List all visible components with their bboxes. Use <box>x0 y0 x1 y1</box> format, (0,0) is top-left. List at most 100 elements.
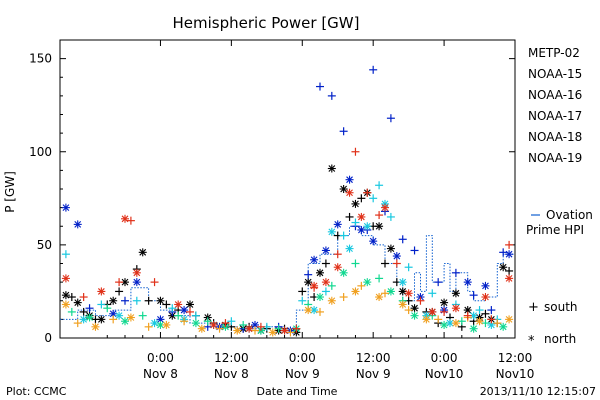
south-point <box>434 315 443 324</box>
south-point <box>103 304 112 313</box>
south-point <box>375 181 384 190</box>
north-point <box>451 289 460 298</box>
south-point <box>121 296 129 305</box>
star-stroke-d2 <box>186 301 194 308</box>
south-point <box>428 289 437 298</box>
x-axis: 0:00 Nov 8 12:00 Nov 8 0:00 Nov 9 12:00 Nov 9 0:… <box>106 40 534 381</box>
north-point <box>156 296 165 305</box>
south-point <box>132 296 141 305</box>
x-tick-time-label: 0:00 <box>289 351 316 365</box>
star-stroke-d2 <box>121 215 129 223</box>
south-point <box>357 281 366 290</box>
north-point <box>333 263 342 272</box>
south-point <box>469 291 478 300</box>
south-point <box>191 311 200 320</box>
star-stroke-d2 <box>399 301 407 308</box>
south-point <box>499 248 508 257</box>
star-stroke-d2 <box>375 293 383 301</box>
star-stroke-d2 <box>428 308 436 316</box>
star-stroke-d2 <box>115 312 123 320</box>
y-axis-label: P [GW] <box>3 171 17 213</box>
star-stroke-d2 <box>328 228 336 236</box>
south-point <box>174 311 183 320</box>
south-point <box>339 231 348 240</box>
north-point <box>327 164 336 173</box>
star-stroke-d2 <box>251 321 259 329</box>
star-stroke-d2 <box>340 269 348 277</box>
north-point <box>398 278 407 287</box>
north-point <box>115 311 124 320</box>
x-tick-date-label: Nov 9 <box>356 367 391 381</box>
south-point <box>440 307 449 316</box>
north-point <box>121 214 129 223</box>
north-point <box>339 185 348 193</box>
star-stroke-d2 <box>440 321 448 329</box>
star-stroke-d2 <box>210 321 218 329</box>
south-point <box>369 194 378 203</box>
star-stroke-d2 <box>470 325 478 333</box>
south-point <box>316 307 324 316</box>
ovation-series <box>60 225 515 330</box>
star-stroke-d2 <box>328 165 336 172</box>
x-tick-time-label: 0:00 <box>147 351 174 365</box>
star-stroke-d2 <box>151 319 158 327</box>
north-point <box>428 307 437 316</box>
star-stroke-d2 <box>464 306 472 314</box>
star-stroke-d2 <box>133 278 141 286</box>
x-tick-date-label: Nov 8 <box>143 367 178 381</box>
star-stroke-d2 <box>62 291 70 299</box>
north-point <box>392 252 401 261</box>
star-stroke-d2 <box>328 297 336 305</box>
south-point <box>386 212 395 221</box>
south-point <box>292 324 301 333</box>
north-point <box>327 296 336 305</box>
star-stroke-d2 <box>452 319 460 327</box>
south-point <box>363 188 372 197</box>
north-point <box>339 268 348 277</box>
south-point <box>457 317 466 326</box>
y-tick-label: 0 <box>44 331 52 345</box>
south-point <box>286 328 295 337</box>
north-point <box>440 298 449 307</box>
south-point <box>79 293 88 302</box>
north-point <box>351 199 360 208</box>
north-point <box>121 317 129 326</box>
legend-entry: NOAA-18 <box>528 130 582 144</box>
star-stroke-d2 <box>62 204 70 212</box>
north-point <box>357 212 366 221</box>
star-stroke-d2 <box>157 297 164 305</box>
star-stroke-d2 <box>464 278 472 286</box>
south-symbol-glyph: + <box>528 300 539 315</box>
star-stroke-d2 <box>346 176 353 184</box>
star-stroke-d2 <box>505 275 513 282</box>
north-point <box>73 298 82 307</box>
star-stroke-d2 <box>304 278 312 286</box>
north-point <box>61 300 70 309</box>
north-point <box>463 278 472 287</box>
south-point <box>298 296 307 305</box>
star-stroke-d2 <box>369 237 377 245</box>
south-point <box>304 270 313 279</box>
plot-area <box>59 39 516 339</box>
south-point <box>180 317 189 326</box>
star-stroke-d2 <box>499 323 507 331</box>
north-point <box>345 175 354 184</box>
south-point <box>404 306 413 315</box>
north-point <box>174 300 183 309</box>
star-stroke-d2 <box>97 315 105 323</box>
star-stroke-d2 <box>381 204 389 212</box>
north-point <box>304 306 313 315</box>
south-point <box>227 317 236 326</box>
north-point <box>109 296 118 305</box>
star-stroke-d2 <box>393 252 401 260</box>
x-tick-date-label: Nov 8 <box>214 367 249 381</box>
north-point <box>132 268 141 277</box>
north-symbol-label: north <box>544 332 576 346</box>
south-point <box>109 315 118 324</box>
north-point <box>499 322 508 331</box>
south-symbol-label: south <box>544 300 578 314</box>
star-stroke-d2 <box>334 220 342 228</box>
south-point <box>162 300 171 309</box>
south-point <box>339 127 348 136</box>
star-stroke-d2 <box>157 321 164 329</box>
